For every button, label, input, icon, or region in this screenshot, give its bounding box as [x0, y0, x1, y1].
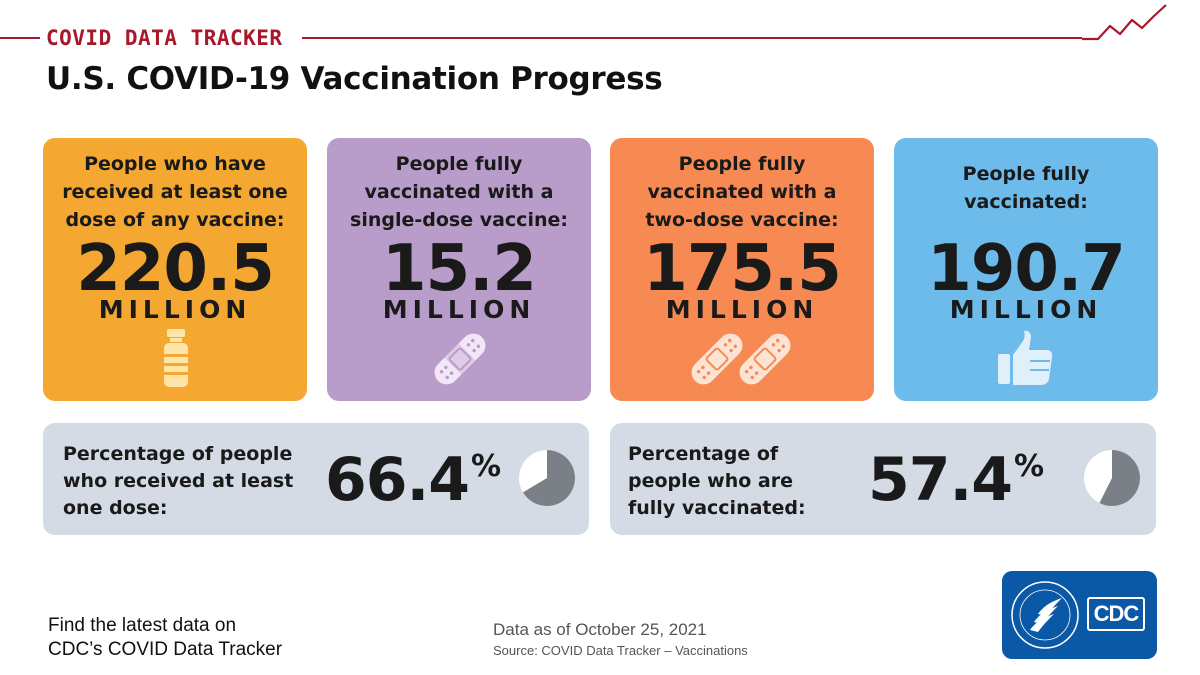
hhs-seal-icon	[1011, 581, 1079, 649]
data-source: Source: COVID Data Tracker – Vaccination…	[493, 643, 748, 658]
card-label: People who have received at least one do…	[62, 153, 288, 231]
card-at-least-one-dose: People who have received at least one do…	[43, 138, 307, 401]
data-as-of: Data as of October 25, 2021	[493, 620, 707, 639]
percent-sign: %	[471, 449, 502, 484]
card-unit: MILLION	[949, 295, 1103, 324]
card-single-dose: People fully vaccinated with a single-do…	[327, 138, 591, 401]
header-rule-left	[0, 37, 40, 39]
find-latest-text: Find the latest data on	[48, 615, 237, 636]
card-unit: MILLION	[382, 295, 536, 324]
percent-at-least-one-dose-panel: Percentage of people who received at lea…	[43, 423, 589, 535]
covid-data-tracker-link[interactable]: CDC’s COVID Data Tracker	[48, 639, 283, 660]
cdc-logo: CDC	[1002, 571, 1157, 659]
card-value: 15.2	[382, 232, 537, 306]
card-fully-vaccinated: People fully vaccinated: 190.7 MILLION	[894, 138, 1158, 401]
card-unit: MILLION	[665, 295, 819, 324]
card-value: 175.5	[643, 232, 841, 306]
thumbs-up-icon	[998, 330, 1053, 385]
percent-value: 66.4	[325, 445, 470, 515]
tracker-label: COVID DATA TRACKER	[46, 26, 283, 50]
card-two-dose: People fully vaccinated with a two-dose …	[610, 138, 874, 401]
pie-chart-at-least-one-dose	[519, 450, 576, 506]
card-unit: MILLION	[98, 295, 252, 324]
header-rule-right	[302, 37, 1082, 39]
vaccine-vial-icon	[164, 329, 188, 387]
percent-fully-vaccinated-panel: Percentage of people who are fully vacci…	[610, 423, 1156, 535]
two-bandages-icon	[691, 333, 791, 385]
percent-label: Percentage of people who are fully vacci…	[628, 443, 806, 519]
card-value: 220.5	[76, 232, 274, 306]
card-value: 190.7	[927, 232, 1125, 306]
cdc-wordmark: CDC	[1087, 597, 1145, 631]
percent-sign: %	[1014, 449, 1045, 484]
card-label: People fully vaccinated with a two-dose …	[645, 153, 839, 231]
card-label: People fully vaccinated:	[962, 163, 1090, 213]
pie-chart-fully-vaccinated	[1084, 450, 1140, 506]
percent-value: 57.4	[868, 445, 1013, 515]
pie-filled-slice	[1099, 450, 1140, 506]
trend-line-icon	[1082, 4, 1167, 41]
percent-label: Percentage of people who received at lea…	[63, 443, 294, 519]
card-label: People fully vaccinated with a single-do…	[350, 153, 568, 231]
page-title: U.S. COVID-19 Vaccination Progress	[46, 61, 663, 97]
pie-filled-slice	[522, 450, 576, 506]
bandage-icon	[434, 333, 486, 385]
